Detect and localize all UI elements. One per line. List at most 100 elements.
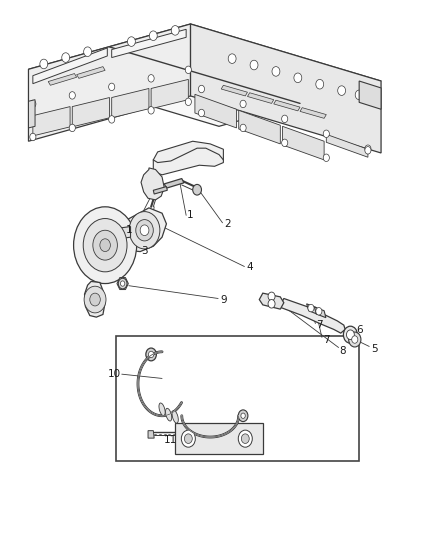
Ellipse shape — [159, 403, 165, 416]
Polygon shape — [239, 110, 280, 144]
Text: 11: 11 — [163, 435, 177, 445]
Circle shape — [316, 79, 324, 89]
Circle shape — [109, 116, 115, 123]
Text: 6: 6 — [356, 326, 363, 335]
Polygon shape — [72, 98, 110, 127]
Polygon shape — [33, 48, 107, 84]
Circle shape — [83, 219, 127, 272]
Polygon shape — [359, 81, 381, 109]
Circle shape — [184, 434, 192, 443]
Polygon shape — [117, 278, 128, 289]
Polygon shape — [300, 108, 326, 118]
Circle shape — [149, 31, 157, 41]
Circle shape — [316, 308, 322, 315]
Circle shape — [198, 85, 205, 93]
Circle shape — [193, 184, 201, 195]
Circle shape — [268, 300, 275, 308]
Text: 4: 4 — [246, 262, 253, 271]
Polygon shape — [195, 94, 237, 128]
Polygon shape — [48, 74, 77, 85]
Circle shape — [241, 413, 245, 418]
Circle shape — [198, 109, 205, 117]
Polygon shape — [314, 307, 326, 318]
Circle shape — [30, 100, 36, 108]
Circle shape — [185, 66, 191, 74]
Circle shape — [185, 98, 191, 106]
Polygon shape — [191, 24, 381, 153]
Circle shape — [109, 83, 115, 91]
Circle shape — [241, 434, 249, 443]
Circle shape — [238, 430, 252, 447]
Circle shape — [228, 54, 236, 63]
Text: 5: 5 — [371, 344, 378, 354]
Circle shape — [352, 336, 358, 343]
Circle shape — [69, 92, 75, 99]
Polygon shape — [283, 126, 324, 160]
Circle shape — [338, 86, 346, 95]
Ellipse shape — [172, 410, 178, 423]
Polygon shape — [247, 93, 274, 103]
Polygon shape — [119, 227, 131, 239]
Circle shape — [148, 75, 154, 82]
Circle shape — [30, 133, 36, 141]
Polygon shape — [148, 431, 154, 438]
Circle shape — [365, 147, 371, 154]
Polygon shape — [164, 179, 184, 188]
Polygon shape — [153, 187, 167, 194]
Circle shape — [171, 26, 179, 35]
Polygon shape — [151, 79, 188, 109]
Text: 7: 7 — [323, 335, 330, 345]
Circle shape — [84, 47, 92, 56]
Polygon shape — [112, 88, 149, 118]
Circle shape — [268, 292, 275, 301]
Text: 9: 9 — [220, 295, 227, 305]
Polygon shape — [279, 298, 345, 333]
Circle shape — [272, 67, 280, 76]
Circle shape — [62, 53, 70, 62]
Circle shape — [371, 94, 378, 104]
Circle shape — [308, 304, 314, 312]
Circle shape — [93, 230, 117, 260]
Circle shape — [140, 225, 149, 236]
Circle shape — [294, 73, 302, 83]
Circle shape — [349, 332, 361, 347]
Circle shape — [346, 330, 354, 340]
Polygon shape — [33, 107, 70, 136]
Circle shape — [343, 326, 357, 343]
Bar — [175, 423, 263, 454]
Circle shape — [282, 115, 288, 123]
Polygon shape — [28, 24, 191, 141]
Circle shape — [74, 207, 137, 284]
Polygon shape — [326, 134, 368, 157]
Circle shape — [355, 90, 363, 100]
Polygon shape — [274, 100, 300, 111]
Text: 7: 7 — [316, 320, 323, 330]
Polygon shape — [28, 100, 35, 128]
Text: 10: 10 — [107, 369, 120, 379]
Circle shape — [90, 293, 100, 306]
Bar — [116, 336, 359, 461]
Ellipse shape — [166, 408, 172, 421]
Polygon shape — [153, 141, 223, 175]
Circle shape — [84, 286, 106, 313]
Polygon shape — [259, 293, 284, 309]
Circle shape — [282, 139, 288, 147]
Circle shape — [40, 59, 48, 69]
Circle shape — [240, 100, 246, 108]
Circle shape — [118, 278, 127, 289]
Circle shape — [250, 60, 258, 70]
Circle shape — [240, 124, 246, 132]
Circle shape — [136, 220, 153, 241]
Circle shape — [365, 145, 371, 152]
Circle shape — [69, 124, 75, 132]
Circle shape — [181, 430, 195, 447]
Text: 3: 3 — [141, 246, 148, 255]
Text: 2: 2 — [224, 219, 231, 229]
Circle shape — [238, 410, 248, 422]
Polygon shape — [85, 281, 105, 317]
Text: 1: 1 — [126, 225, 133, 235]
Polygon shape — [307, 304, 318, 314]
Circle shape — [148, 107, 154, 114]
Circle shape — [129, 212, 160, 249]
Polygon shape — [221, 85, 247, 96]
